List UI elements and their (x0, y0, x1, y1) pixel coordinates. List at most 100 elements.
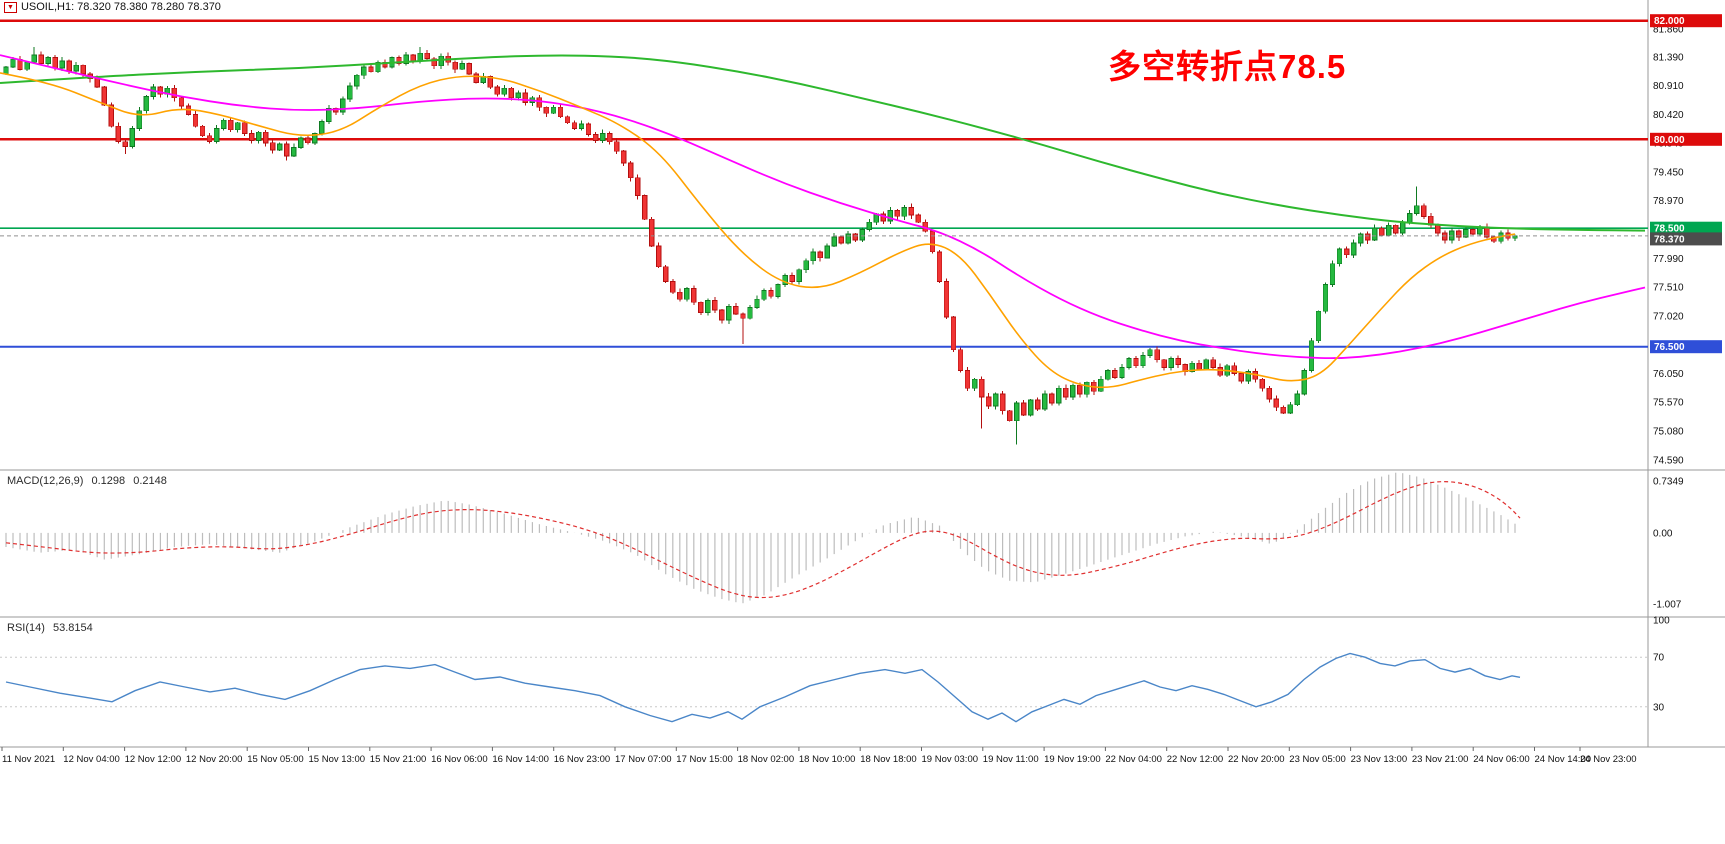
candle-body (557, 106, 564, 118)
candle-body (663, 266, 669, 282)
candle-body (592, 134, 599, 141)
price-tag (1650, 132, 1722, 146)
time-axis-label: 11 Nov 2021 (2, 754, 55, 765)
candle-body (649, 218, 655, 247)
candle-body (487, 76, 493, 88)
candle-body (747, 307, 753, 319)
candle-body (1133, 358, 1139, 367)
candle-body (1378, 227, 1385, 236)
candle-body (1343, 248, 1350, 256)
candle-body (255, 131, 262, 141)
macd-axis-label: 0.7349 (1653, 477, 1684, 488)
candle-body (248, 132, 255, 141)
candle-body (684, 288, 690, 300)
candle-body (312, 132, 318, 144)
candle-body (31, 54, 37, 63)
y-axis-label: 80.420 (1653, 110, 1684, 121)
candle-body (283, 143, 290, 157)
time-axis-label: 24 Nov 23:00 (1580, 754, 1637, 765)
chart-title-text: USOIL,H1: 78.320 78.380 78.280 78.370 (20, 1, 221, 13)
macd-value-main: 0.1298 (91, 475, 126, 487)
candle-body (1301, 369, 1308, 395)
y-axis-label: 79.450 (1653, 167, 1684, 178)
time-axis-label: 16 Nov 23:00 (554, 754, 611, 765)
candle-body (564, 116, 571, 124)
candle-body (1421, 205, 1427, 217)
macd-histogram (5, 472, 1516, 604)
y-axis-label: 74.590 (1653, 455, 1684, 466)
candle-body (1470, 228, 1476, 235)
y-axis-label: 81.390 (1653, 52, 1684, 63)
candle-body (936, 251, 943, 282)
candle-body (1140, 355, 1146, 367)
candle-body (1245, 371, 1251, 382)
candle-body (1259, 378, 1265, 389)
candle-body (417, 52, 423, 62)
candle-body (768, 289, 774, 297)
symbol-dropdown-icon[interactable]: ▼ (4, 1, 17, 13)
candle-body (73, 64, 79, 72)
candle-body (80, 64, 86, 75)
candle-body (943, 281, 950, 318)
candle-body (571, 122, 578, 129)
price-tag-label: 78.370 (1654, 234, 1685, 245)
candle-body (241, 122, 248, 134)
candle-body (291, 147, 297, 157)
rsi-axis-label: 100 (1653, 616, 1670, 627)
candle-body (775, 284, 781, 297)
time-axis-label: 16 Nov 14:00 (492, 754, 549, 765)
price-tag-label: 76.500 (1654, 342, 1685, 353)
candle-body (1189, 362, 1195, 372)
candle-body (817, 251, 823, 259)
candle-body (1456, 230, 1462, 238)
time-axis-label: 19 Nov 11:00 (983, 754, 1039, 765)
price-axis[interactable]: 81.86081.39080.91080.42079.94079.45078.9… (1653, 25, 1684, 714)
candle-body (1442, 232, 1448, 241)
candle-body (866, 221, 872, 230)
candle-body (1315, 310, 1322, 342)
candle-body (1084, 381, 1090, 395)
candle-body (845, 233, 851, 244)
candle-body (115, 125, 121, 142)
y-axis-label: 75.570 (1653, 397, 1684, 408)
candle-body (431, 58, 437, 67)
time-axis-label: 17 Nov 15:00 (676, 754, 733, 765)
time-axis-label: 15 Nov 05:00 (247, 754, 304, 765)
candle-body (957, 349, 964, 371)
time-axis-label: 19 Nov 19:00 (1044, 754, 1101, 765)
time-axis[interactable]: 11 Nov 2021 12 Nov 04:00 12 Nov 12:00 12 No… (1, 747, 1637, 765)
candle-body (424, 52, 430, 59)
candle-body (24, 61, 30, 70)
candle-body (206, 135, 213, 142)
price-tag-label: 80.000 (1654, 135, 1685, 146)
candle-body (10, 58, 16, 68)
candle-body (213, 128, 220, 143)
candle-body (298, 137, 304, 149)
candle-body (1371, 227, 1378, 241)
candle-body (761, 289, 767, 300)
candle-body (1322, 284, 1329, 312)
candle-body (1098, 378, 1104, 392)
candle-body (971, 378, 978, 389)
candle-body (122, 141, 128, 147)
candle-body (691, 288, 697, 303)
candle-body (1056, 387, 1062, 404)
y-axis-label: 80.910 (1653, 81, 1684, 92)
candle-body (1463, 228, 1469, 238)
candle-body (536, 97, 543, 108)
candle-body (1414, 205, 1420, 214)
candle-body (262, 131, 269, 144)
annotation-text[interactable]: 多空转折点78.5 (1108, 48, 1347, 85)
candle-body (838, 236, 844, 244)
candle-body (396, 57, 402, 64)
candle-body (199, 125, 206, 137)
ma-mid-magenta (0, 54, 1646, 360)
candle-body (978, 378, 985, 398)
candle-body (985, 396, 992, 407)
rsi-value: 53.8154 (52, 622, 93, 634)
candle-body (1280, 406, 1287, 414)
candle-body (1400, 221, 1406, 234)
y-axis-label: 77.020 (1653, 311, 1684, 322)
